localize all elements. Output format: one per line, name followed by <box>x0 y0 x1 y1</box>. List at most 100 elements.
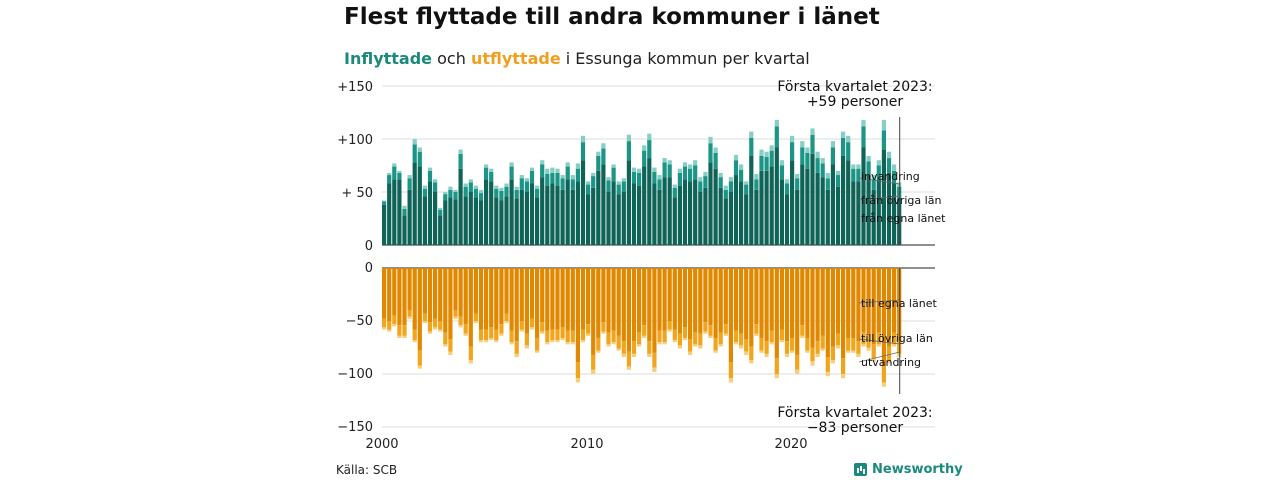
bar-in-34-0 <box>555 185 560 245</box>
bar-out-7-0 <box>417 268 422 351</box>
bar-out-76-0 <box>769 268 774 331</box>
bar-out-30-1 <box>535 337 540 351</box>
bar-out-48-2 <box>626 366 631 370</box>
bar-out-39-0 <box>580 268 586 330</box>
bar-out-14-2 <box>453 316 458 319</box>
bar-out-5-1 <box>407 310 412 317</box>
bar-out-55-2 <box>662 342 667 345</box>
bar-out-1-2 <box>387 329 392 332</box>
bar-out-33-1 <box>550 329 555 341</box>
bar-out-41-2 <box>591 369 596 374</box>
bar-in-97-0 <box>876 179 881 245</box>
label-fran-egna-lanet: från egna länet <box>861 212 946 225</box>
bar-out-4-1 <box>402 325 407 336</box>
bar-in-49-1 <box>631 171 637 184</box>
bar-in-77-0 <box>774 147 779 245</box>
bar-in-60-1 <box>688 168 693 182</box>
bar-in-45-1 <box>611 167 616 182</box>
bar-in-8-1 <box>422 188 427 197</box>
bar-in-30-0 <box>535 197 540 245</box>
ytick-top-100: +100 <box>337 133 373 148</box>
bar-in-82-0 <box>800 164 805 245</box>
label-invandring: invandring <box>861 170 920 183</box>
bar-in-81-0 <box>795 189 800 245</box>
bar-out-44-0 <box>606 268 611 333</box>
bar-out-3-1 <box>397 325 402 336</box>
bar-out-11-0 <box>438 268 443 321</box>
bar-in-92-1 <box>851 168 856 182</box>
bar-in-65-0 <box>713 168 718 245</box>
bar-in-6-1 <box>412 144 417 163</box>
bar-in-43-2 <box>601 143 606 149</box>
bar-in-92-2 <box>851 164 856 169</box>
bar-out-21-2 <box>489 337 494 341</box>
ytick-top-0: 0 <box>365 239 373 254</box>
bar-in-63-2 <box>703 171 708 177</box>
bar-out-4-2 <box>402 335 407 338</box>
bar-in-72-0 <box>749 155 754 245</box>
subtitle-middle: och <box>432 49 471 68</box>
bar-in-90-1 <box>841 137 846 156</box>
bar-in-54-2 <box>657 175 662 180</box>
bar-in-75-2 <box>764 151 769 158</box>
bar-out-36-0 <box>565 268 570 331</box>
bar-out-13-2 <box>448 351 453 355</box>
bar-out-81-2 <box>795 369 800 374</box>
bar-in-35-2 <box>560 175 565 179</box>
bar-out-20-2 <box>484 340 489 343</box>
bar-in-68-0 <box>728 192 733 245</box>
bar-out-29-2 <box>529 327 535 330</box>
bar-in-10-0 <box>433 192 438 245</box>
bar-in-75-0 <box>764 170 769 245</box>
bar-in-64-2 <box>708 136 713 144</box>
bar-in-54-0 <box>657 189 662 245</box>
bar-out-17-2 <box>468 360 473 364</box>
bar-out-65-1 <box>713 337 718 351</box>
bar-out-62-1 <box>698 333 703 346</box>
bar-in-31-0 <box>540 177 545 245</box>
bar-out-46-2 <box>616 348 621 351</box>
bar-in-17-2 <box>468 179 473 183</box>
bar-out-26-2 <box>514 353 519 358</box>
bar-in-4-1 <box>402 208 407 216</box>
bar-in-67-0 <box>723 198 728 245</box>
bar-in-96-1 <box>871 179 876 190</box>
bar-out-46-0 <box>616 268 621 336</box>
bar-in-23-1 <box>499 190 504 201</box>
bar-out-66-0 <box>718 268 723 333</box>
bar-in-84-1 <box>810 134 815 154</box>
bar-in-73-2 <box>754 173 759 180</box>
bar-out-16-2 <box>463 333 468 336</box>
bar-out-98-0 <box>881 268 886 366</box>
bar-out-35-0 <box>560 268 565 328</box>
bar-in-51-0 <box>642 166 647 245</box>
bar-in-74-0 <box>759 170 764 245</box>
bar-in-51-1 <box>642 150 647 167</box>
bar-in-73-1 <box>754 179 759 190</box>
bar-out-8-2 <box>422 321 427 324</box>
bar-out-47-2 <box>621 353 626 358</box>
bar-in-76-1 <box>769 150 774 167</box>
bar-in-72-1 <box>749 137 754 156</box>
bar-out-82-0 <box>800 268 805 326</box>
bar-in-79-2 <box>784 179 790 184</box>
bar-out-34-1 <box>555 329 560 341</box>
bar-out-24-0 <box>504 268 509 314</box>
bar-in-35-0 <box>560 189 565 245</box>
bar-out-82-2 <box>800 335 805 338</box>
xtick-2010: 2010 <box>570 437 603 452</box>
bar-in-53-2 <box>652 167 657 172</box>
bar-out-44-2 <box>606 344 611 347</box>
bar-out-67-1 <box>723 324 728 334</box>
bar-out-25-2 <box>509 342 514 345</box>
bar-out-87-1 <box>825 357 830 372</box>
bar-in-2-2 <box>392 163 397 167</box>
bar-out-71-1 <box>744 339 749 352</box>
bar-out-93-2 <box>856 353 861 358</box>
bar-in-39-2 <box>580 135 586 143</box>
bar-in-59-2 <box>682 162 688 167</box>
bar-in-68-1 <box>728 181 733 192</box>
bar-out-57-1 <box>672 329 677 341</box>
bar-out-12-0 <box>443 268 448 333</box>
bar-in-26-1 <box>514 189 519 199</box>
